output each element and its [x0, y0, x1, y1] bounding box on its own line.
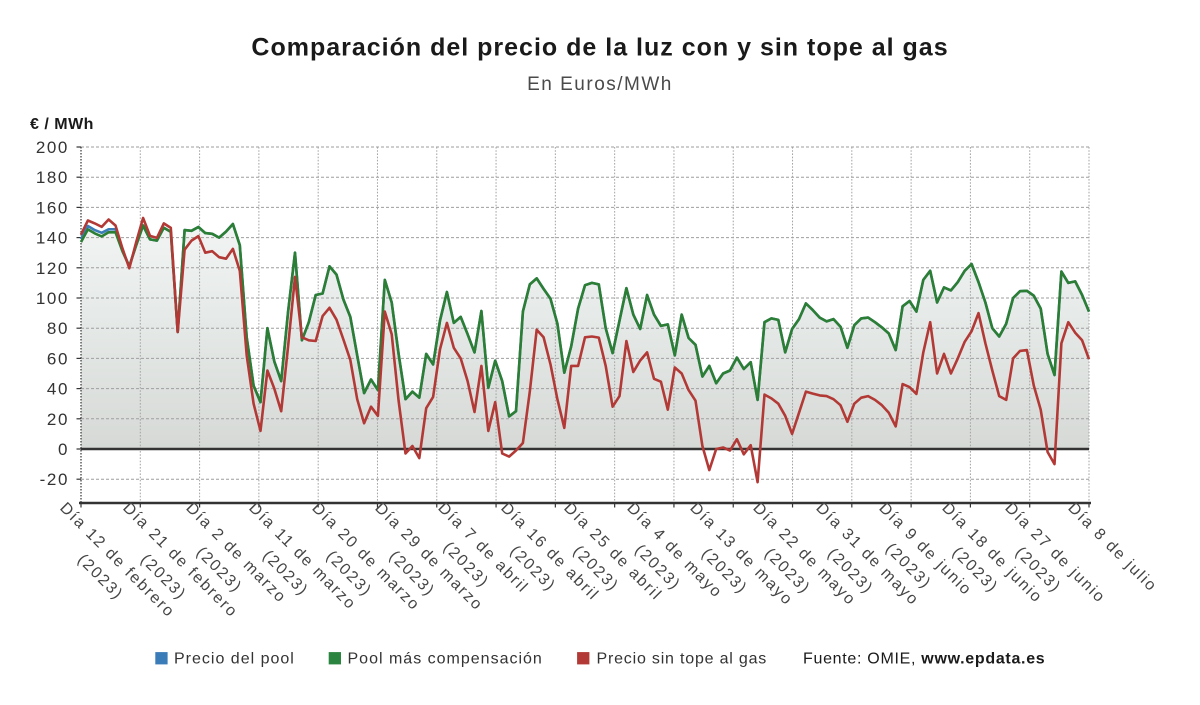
svg-text:-20: -20	[40, 470, 69, 489]
svg-text:Pool más compensación: Pool más compensación	[348, 651, 543, 668]
svg-text:200: 200	[36, 138, 69, 157]
svg-text:0: 0	[58, 440, 69, 459]
svg-text:Precio sin tope al gas: Precio sin tope al gas	[597, 651, 768, 668]
svg-text:120: 120	[36, 259, 69, 278]
svg-text:Precio del pool: Precio del pool	[174, 651, 295, 668]
svg-text:100: 100	[36, 289, 69, 308]
svg-text:180: 180	[36, 168, 69, 187]
svg-text:160: 160	[36, 198, 69, 217]
svg-text:Comparación del precio de la l: Comparación del precio de la luz con y s…	[251, 34, 948, 62]
svg-text:40: 40	[47, 380, 69, 399]
svg-text:€ / MWh: € / MWh	[30, 116, 94, 133]
svg-text:140: 140	[36, 229, 69, 248]
svg-text:Fuente: OMIE, www.epdata.es: Fuente: OMIE, www.epdata.es	[803, 651, 1045, 668]
svg-text:80: 80	[47, 319, 69, 338]
svg-text:En Euros/MWh: En Euros/MWh	[527, 74, 673, 95]
svg-text:20: 20	[47, 410, 69, 429]
svg-text:60: 60	[47, 349, 69, 368]
